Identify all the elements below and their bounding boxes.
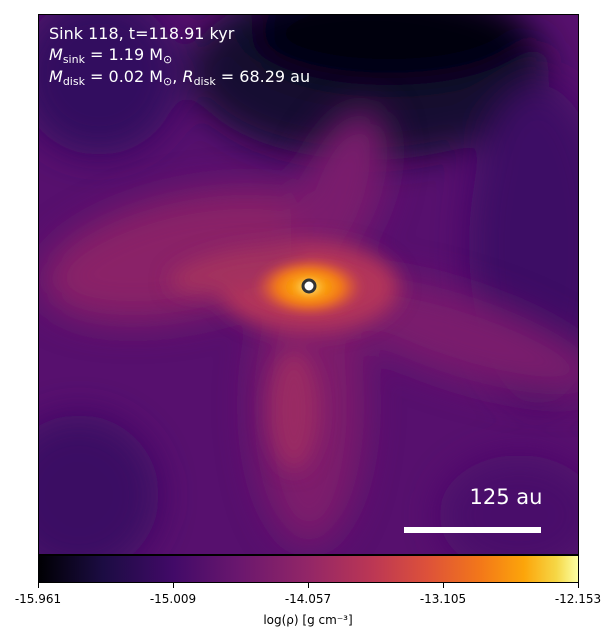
colorbar-label: log(ρ) [g cm⁻³] [263, 613, 353, 627]
colorbar-tick-label: -14.057 [284, 592, 332, 606]
sink-marker [301, 278, 317, 294]
density-field [39, 15, 578, 554]
colorbar-tick-label: -15.961 [14, 592, 62, 606]
colorbar [38, 555, 579, 583]
colorbar-tick-label: -13.105 [419, 592, 467, 606]
colorbar-tick-label: -15.009 [149, 592, 197, 606]
sink-mass-label: Msink = 1.19 M⊙ [49, 45, 173, 66]
colorbar-tick [578, 583, 579, 588]
colorbar-tick [173, 583, 174, 588]
scale-bar [404, 527, 541, 533]
scale-bar-label: 125 au [469, 485, 543, 509]
disk-properties-label: Mdisk = 0.02 M⊙, Rdisk = 68.29 au [49, 67, 311, 88]
density-map: Sink 118, t=118.91 kyr Msink = 1.19 M⊙ M… [38, 14, 579, 555]
sink-title: Sink 118, t=118.91 kyr [49, 24, 235, 43]
colorbar-tick-label: -12.153 [554, 592, 602, 606]
colorbar-tick [38, 583, 39, 588]
colorbar-tick [308, 583, 309, 588]
colorbar-tick [443, 583, 444, 588]
